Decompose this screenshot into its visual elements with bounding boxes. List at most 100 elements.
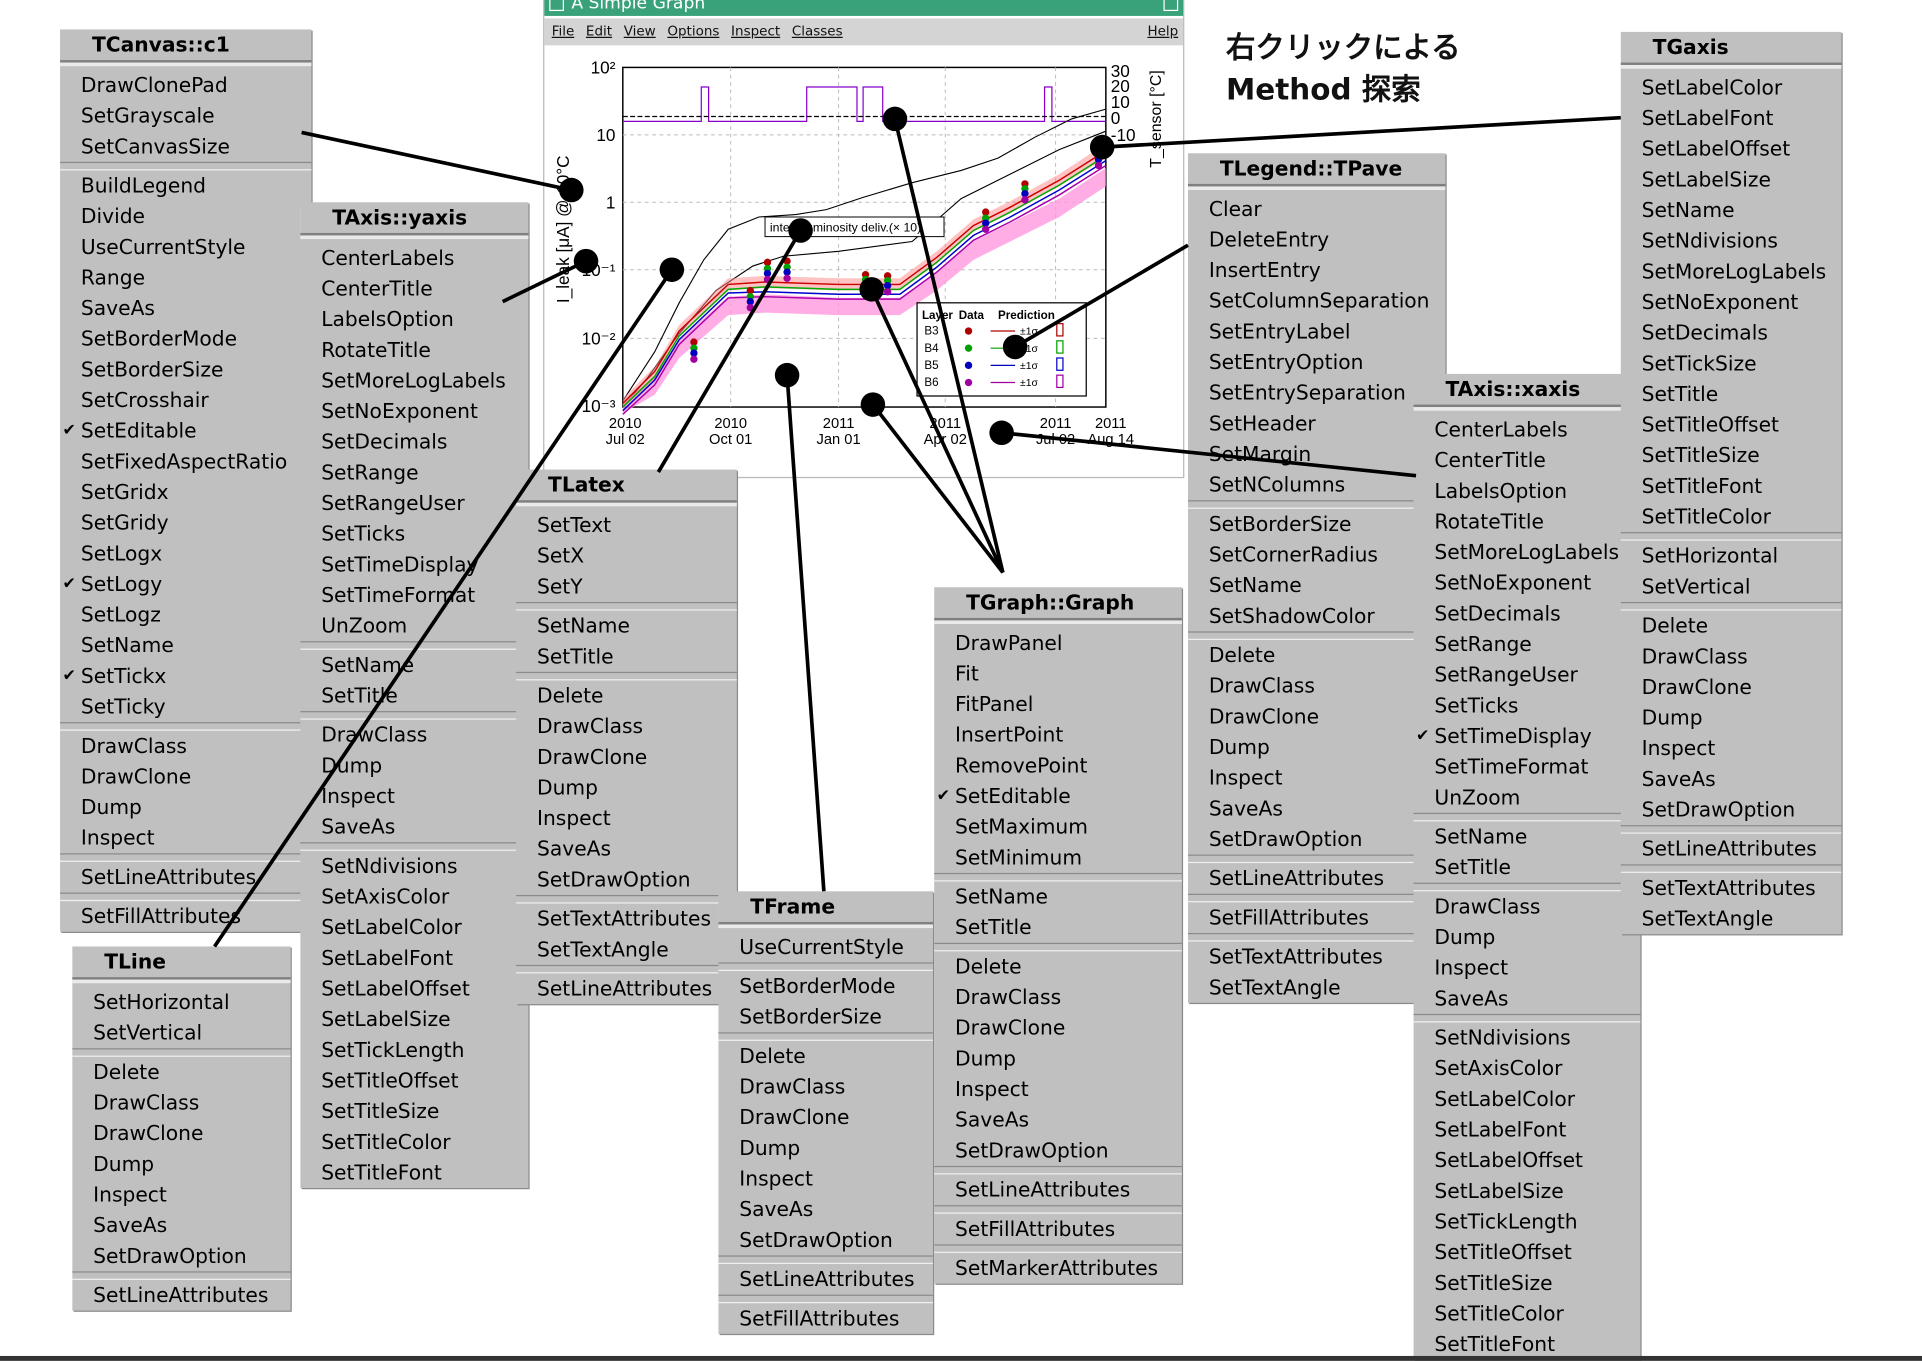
menu-item-setentryseparation[interactable]: SetEntrySeparation (1208, 381, 1406, 405)
menu-item-setminimum[interactable]: SetMinimum (955, 845, 1083, 870)
menu-item-setname[interactable]: SetName (321, 653, 415, 677)
menu-item-setentryoption[interactable]: SetEntryOption (1208, 350, 1364, 374)
menu-item-setlineattributes[interactable]: SetLineAttributes (1208, 866, 1385, 891)
menu-item-deleteentry[interactable]: DeleteEntry (1208, 228, 1330, 252)
menu-item-delete[interactable]: Delete (1208, 643, 1276, 667)
menu-item-settitlefont[interactable]: SetTitleFont (1434, 1332, 1556, 1356)
menu-item-setfillattributes[interactable]: SetFillAttributes (1208, 906, 1369, 930)
menu-item-saveas[interactable]: SaveAs (321, 815, 396, 839)
menu-item-setname[interactable]: SetName (1641, 198, 1735, 222)
menu-item-settitlesize[interactable]: SetTitleSize (1434, 1271, 1553, 1295)
menu-item-setlabelfont[interactable]: SetLabelFont (1641, 106, 1774, 130)
menu-item-setlabeloffset[interactable]: SetLabelOffset (1434, 1148, 1583, 1173)
latex-label[interactable]: integ. luminosity deliv.(× 10) (770, 221, 921, 235)
menu-item-sethorizontal[interactable]: SetHorizontal (1641, 544, 1779, 568)
menu-item-setlabelcolor[interactable]: SetLabelColor (321, 915, 462, 940)
data-point-b6[interactable] (883, 288, 892, 296)
menu-item-setx[interactable]: SetX (536, 544, 585, 568)
menu-item-setmoreloglabels[interactable]: SetMoreLogLabels (321, 369, 506, 393)
menu-item-setncolumns[interactable]: SetNColumns (1208, 473, 1346, 497)
menu-item-setlineattributes[interactable]: SetLineAttributes (955, 1178, 1131, 1202)
data-point-b6[interactable] (982, 225, 990, 233)
menu-item-setlabelfont[interactable]: SetLabelFont (1434, 1118, 1567, 1142)
menu-item-setbordersize[interactable]: SetBorderSize (739, 1005, 882, 1029)
menu-item-drawclone[interactable]: DrawClone (1641, 675, 1752, 699)
menu-inspect[interactable]: Inspect (731, 23, 781, 40)
menu-item-dump[interactable]: Dump (321, 753, 383, 778)
menu-item-setname[interactable]: SetName (955, 885, 1048, 909)
menu-item-settitlecolor[interactable]: SetTitleColor (1434, 1302, 1564, 1326)
menu-item-usecurrentstyle[interactable]: UseCurrentStyle (80, 235, 246, 259)
menu-item-setdrawoption[interactable]: SetDrawOption (1208, 827, 1363, 851)
menu-item-setmargin[interactable]: SetMargin (1208, 442, 1312, 466)
menu-file[interactable]: File (551, 23, 575, 40)
menu-item-centertitle[interactable]: CenterTitle (1434, 448, 1546, 473)
menu-item-fit[interactable]: Fit (955, 662, 979, 686)
menu-item-setlogy[interactable]: SetLogy (60, 569, 311, 600)
menu-item-settitlesize[interactable]: SetTitleSize (1641, 443, 1760, 468)
menu-item-rotatetitle[interactable]: RotateTitle (1434, 510, 1545, 534)
menu-item-settitle[interactable]: SetTitle (321, 684, 398, 708)
menu-item-buildlegend[interactable]: BuildLegend (80, 174, 207, 198)
menu-item-drawclone[interactable]: DrawClone (80, 765, 192, 789)
menu-item-setndivisions[interactable]: SetNdivisions (321, 854, 458, 878)
menu-item-seteditable[interactable]: SetEditable (934, 781, 1182, 812)
menu-item-settitlecolor[interactable]: SetTitleColor (1641, 505, 1772, 529)
menu-item-setdrawoption[interactable]: SetDrawOption (739, 1228, 893, 1252)
plot-area[interactable]: 10² 10 1 10⁻¹ 10⁻² 10⁻³ I_leak [μA] @-10… (544, 45, 1183, 477)
menu-item-drawclone[interactable]: DrawClone (536, 745, 648, 769)
menu-item-labelsoption[interactable]: LabelsOption (1434, 479, 1568, 503)
data-point-b5[interactable] (883, 281, 892, 290)
menu-item-settitle[interactable]: SetTitle (536, 644, 614, 669)
menu-item-setfillattributes[interactable]: SetFillAttributes (955, 1217, 1116, 1241)
data-point-b6[interactable] (1021, 196, 1029, 204)
data-point-b6[interactable] (783, 274, 791, 282)
data-point-b6[interactable] (746, 304, 754, 312)
menu-item-drawclone[interactable]: DrawClone (1208, 704, 1320, 729)
menu-item-drawclass[interactable]: DrawClass (955, 985, 1062, 1009)
menu-item-setlogx[interactable]: SetLogx (80, 541, 163, 566)
menu-item-settickx[interactable]: SetTickx (60, 661, 311, 692)
menu-item-sety[interactable]: SetY (536, 574, 583, 599)
menu-item-settextattributes[interactable]: SetTextAttributes (536, 907, 711, 931)
menu-item-setlabelcolor[interactable]: SetLabelColor (1434, 1087, 1576, 1111)
menu-item-dump[interactable]: Dump (1641, 706, 1703, 730)
menu-item-setentrylabel[interactable]: SetEntryLabel (1208, 319, 1351, 344)
menu-item-setnoexponent[interactable]: SetNoExponent (321, 399, 478, 423)
menu-item-setlineattributes[interactable]: SetLineAttributes (93, 1283, 269, 1307)
menu-item-centerlabels[interactable]: CenterLabels (321, 246, 455, 270)
menu-item-inspect[interactable]: Inspect (1434, 956, 1509, 980)
menu-item-drawclass[interactable]: DrawClass (93, 1091, 200, 1115)
menu-item-setlabelcolor[interactable]: SetLabelColor (1641, 76, 1783, 100)
menu-item-setdecimals[interactable]: SetDecimals (1641, 321, 1768, 345)
menu-item-setrangeuser[interactable]: SetRangeUser (1434, 663, 1578, 687)
menu-item-setdrawoption[interactable]: SetDrawOption (955, 1138, 1109, 1163)
menu-item-divide[interactable]: Divide (80, 204, 145, 229)
menu-item-saveas[interactable]: SaveAs (93, 1213, 168, 1238)
menu-item-setcrosshair[interactable]: SetCrosshair (80, 388, 209, 412)
menu-item-setlogz[interactable]: SetLogz (80, 603, 161, 627)
menu-item-delete[interactable]: Delete (1641, 614, 1709, 638)
menu-item-setlabeloffset[interactable]: SetLabelOffset (1641, 137, 1791, 161)
menu-item-settitle[interactable]: SetTitle (1641, 382, 1719, 406)
menu-item-setname[interactable]: SetName (536, 614, 630, 638)
menu-item-insertpoint[interactable]: InsertPoint (955, 723, 1064, 747)
menu-item-dump[interactable]: Dump (955, 1047, 1017, 1071)
menu-item-drawclass[interactable]: DrawClass (1434, 894, 1541, 919)
menu-item-insertentry[interactable]: InsertEntry (1208, 258, 1321, 282)
menu-item-centerlabels[interactable]: CenterLabels (1434, 418, 1568, 442)
menu-edit[interactable]: Edit (585, 23, 613, 40)
menu-item-setlineattributes[interactable]: SetLineAttributes (1641, 837, 1817, 861)
menu-item-setname[interactable]: SetName (1434, 825, 1528, 849)
menu-item-setfixedaspectratio[interactable]: SetFixedAspectRatio (80, 449, 288, 474)
menu-item-drawclone[interactable]: DrawClone (955, 1016, 1066, 1040)
menu-item-inspect[interactable]: Inspect (955, 1077, 1029, 1101)
menu-item-setnoexponent[interactable]: SetNoExponent (1641, 290, 1799, 314)
menu-item-inspect[interactable]: Inspect (321, 784, 395, 808)
menu-item-settitleoffset[interactable]: SetTitleOffset (321, 1069, 459, 1093)
menu-item-setmarkerattributes[interactable]: SetMarkerAttributes (955, 1256, 1159, 1280)
menu-item-delete[interactable]: Delete (93, 1060, 160, 1084)
menu-item-unzoom[interactable]: UnZoom (321, 614, 408, 638)
menu-item-setticks[interactable]: SetTicks (321, 522, 406, 546)
menu-item-settextangle[interactable]: SetTextAngle (1641, 907, 1774, 931)
